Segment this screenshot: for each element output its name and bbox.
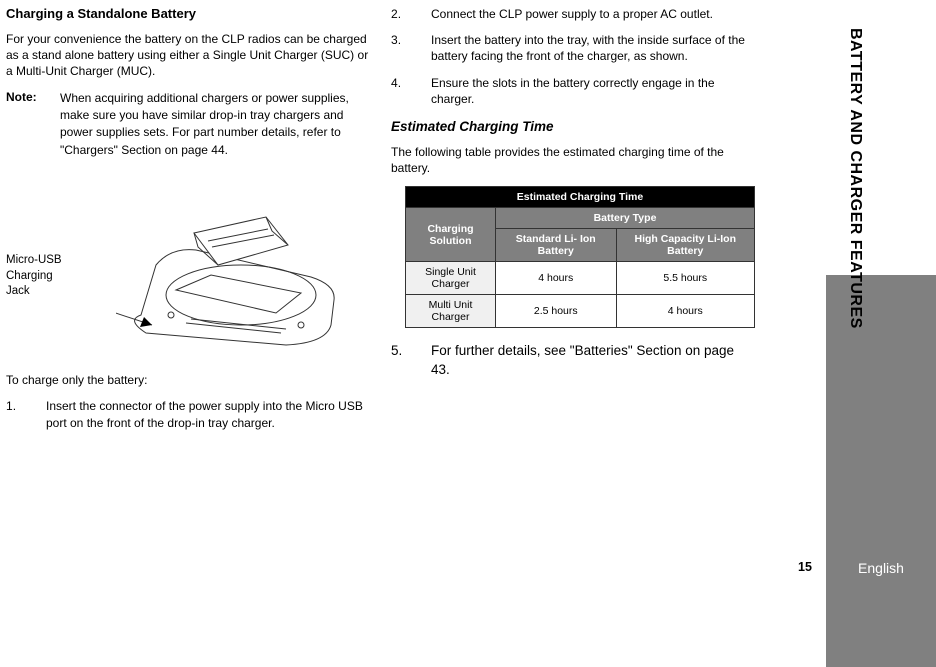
side-section-title: BATTERY AND CHARGER FEATURES xyxy=(846,28,864,329)
table-col-high: High Capacity Li-Ion Battery xyxy=(616,229,754,262)
column-right: Connect the CLP power supply to a proper… xyxy=(391,6,776,560)
figure-callout: Micro-USB Charging Jack xyxy=(6,253,62,300)
table-battery-type-header: Battery Type xyxy=(496,208,755,229)
page-number: 15 xyxy=(798,560,812,574)
step-5: For further details, see "Batteries" Sec… xyxy=(391,342,754,380)
step-4: Ensure the slots in the battery correctl… xyxy=(391,75,754,107)
table-row2-label: Multi Unit Charger xyxy=(406,295,496,328)
step-1: Insert the connector of the power supply… xyxy=(6,398,369,430)
section-title: Charging a Standalone Battery xyxy=(6,6,369,21)
charger-figure: Micro-USB Charging Jack xyxy=(6,175,369,360)
language-label: English xyxy=(826,560,936,576)
subsection-lead: The following table provides the estimat… xyxy=(391,144,754,176)
charger-illustration xyxy=(116,185,346,355)
intro-paragraph: For your convenience the battery on the … xyxy=(6,31,369,80)
figure-callout-line3: Jack xyxy=(6,284,62,300)
figure-callout-line2: Charging xyxy=(6,269,62,285)
note-text: When acquiring additional chargers or po… xyxy=(60,90,369,160)
column-left: Charging a Standalone Battery For your c… xyxy=(6,6,391,560)
charge-lead: To charge only the battery: xyxy=(6,372,369,388)
table-corner: Charging Solution xyxy=(406,208,496,262)
side-tab-white: BATTERY AND CHARGER FEATURES xyxy=(826,0,936,275)
note-label: Note: xyxy=(6,90,60,160)
charging-time-table: Estimated Charging Time Charging Solutio… xyxy=(405,186,755,328)
subsection-heading: Estimated Charging Time xyxy=(391,119,754,134)
table-row1-label: Single Unit Charger xyxy=(406,262,496,295)
note-block: Note: When acquiring additional chargers… xyxy=(6,90,369,160)
table-row1-c2: 5.5 hours xyxy=(616,262,754,295)
steps-col2: Connect the CLP power supply to a proper… xyxy=(391,6,754,107)
table-row2-c1: 2.5 hours xyxy=(496,295,617,328)
figure-callout-line1: Micro-USB xyxy=(6,253,62,269)
table-col-std: Standard Li- Ion Battery xyxy=(496,229,617,262)
step-3: Insert the battery into the tray, with t… xyxy=(391,32,754,64)
page-footer: 15 English xyxy=(826,560,936,576)
steps-col1: Insert the connector of the power supply… xyxy=(6,398,369,430)
table-row2-c2: 4 hours xyxy=(616,295,754,328)
step-2: Connect the CLP power supply to a proper… xyxy=(391,6,754,22)
table-caption: Estimated Charging Time xyxy=(406,187,755,208)
table-row1-c1: 4 hours xyxy=(496,262,617,295)
